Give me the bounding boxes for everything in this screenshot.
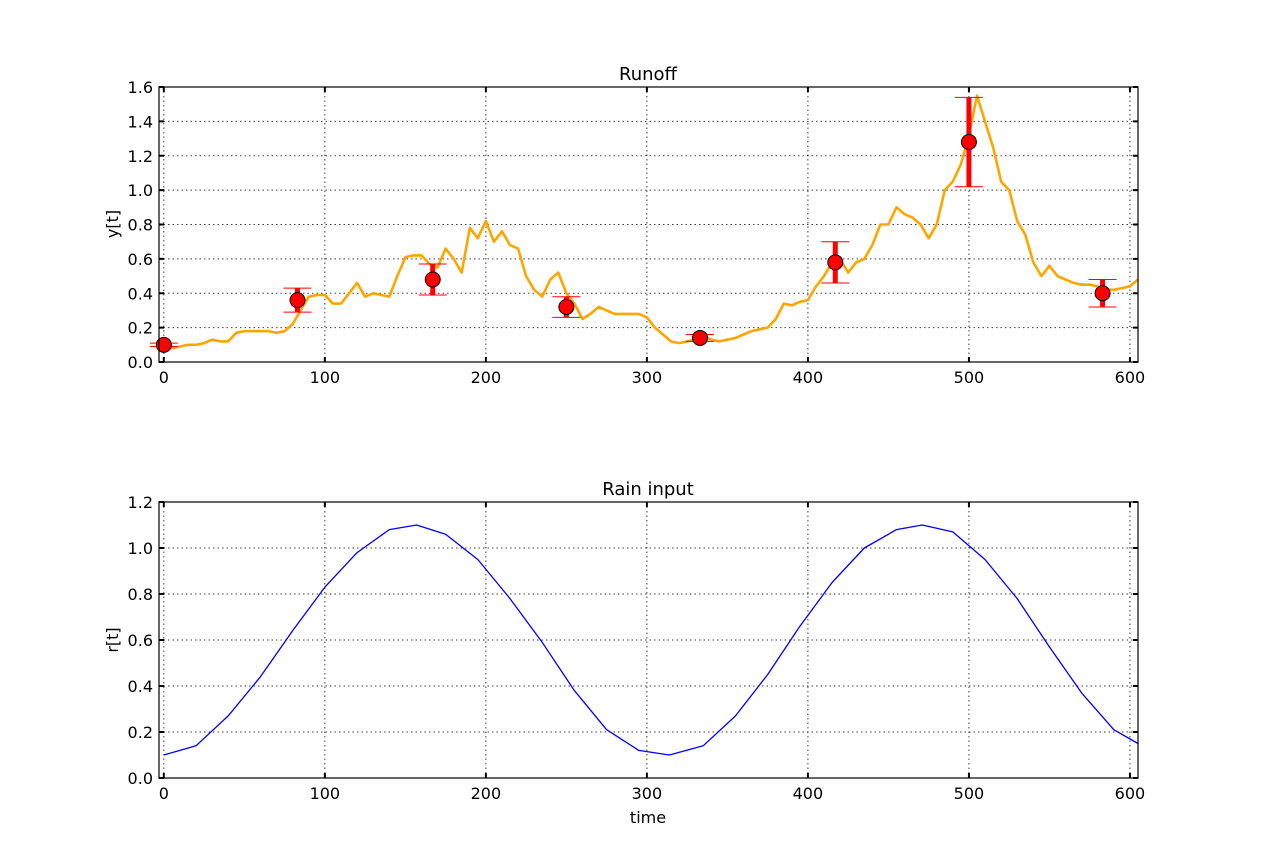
rain-input-series [163,524,1139,756]
runoff-y-tick-label: 0.4 [128,284,153,303]
runoff-y-tick-label: 0.0 [128,353,153,372]
rain-input-y-tick-label: 0.4 [128,677,153,696]
runoff-y-tick-label: 1.4 [128,112,153,131]
runoff-x-tick-label: 300 [632,368,663,387]
runoff-plot-frame [158,86,1139,363]
runoff-y-tick-label: 0.6 [128,250,153,269]
rain-input-line [163,524,1139,756]
runoff-data-point [827,254,844,271]
runoff-y-tick-label: 1.6 [128,78,153,97]
rain-input-ticks: 0 100 200 300 400 500 600 0.0 0.2 0.4 0.6 0.8 1.0 1.2 [128,493,1146,803]
runoff-x-tick-label: 500 [954,368,985,387]
runoff-data-point [1094,285,1111,302]
runoff-x-tick-label: 100 [310,368,341,387]
runoff-data-point [155,336,172,353]
runoff-ticks: 0 100 200 300 400 500 600 0.0 0.2 0.4 0.6 0.8 1.0 1.2… [128,78,1146,387]
runoff-x-tick-label: 0 [159,368,169,387]
rain-input-x-tick-label: 500 [954,784,985,803]
runoff-y-tick-label: 1.0 [128,181,153,200]
runoff-title: Runoff [619,64,678,85]
runoff-data-point [289,292,306,309]
rain-input-x-tick-label: 300 [632,784,663,803]
runoff-y-tick-label: 1.2 [128,147,153,166]
rain-input-y-axis-label: r[t] [103,627,122,652]
runoff-data-point [960,134,977,150]
rain-input-grid [159,501,1138,779]
rain-input-y-tick-label: 0.8 [128,585,153,604]
runoff-subplot: Runoff y[t] 0 100 200 300 400 500 600 0.0 0.2 0.4… [103,64,1145,387]
rain-input-x-tick-label: 400 [793,784,824,803]
rain-input-y-tick-label: 0.0 [128,769,153,788]
runoff-x-tick-label: 400 [793,368,824,387]
runoff-series [149,94,1139,353]
runoff-line [163,94,1139,350]
rain-input-x-tick-label: 200 [471,784,502,803]
runoff-data-point [692,329,709,346]
rain-input-y-tick-label: 0.2 [128,723,153,742]
runoff-x-tick-label: 600 [1115,368,1146,387]
rain-input-x-tick-label: 600 [1115,784,1146,803]
runoff-data-point [424,271,441,288]
rain-input-x-axis-label: time [630,808,666,827]
rain-input-subplot: Rain input r[t] time 0 100 200 300 400 500 600… [103,479,1145,827]
rain-input-y-tick-label: 0.6 [128,631,153,650]
rain-input-title: Rain input [602,479,694,500]
runoff-data-point [558,299,575,315]
rain-input-x-tick-label: 0 [159,784,169,803]
runoff-y-tick-label: 0.2 [128,319,153,338]
runoff-x-tick-label: 200 [471,368,502,387]
runoff-y-tick-label: 0.8 [128,216,153,235]
rain-input-plot-frame [158,501,1139,779]
rain-input-y-tick-label: 1.0 [128,539,153,558]
runoff-y-axis-label: y[t] [103,210,122,238]
rain-input-x-tick-label: 100 [310,784,341,803]
rain-input-y-tick-label: 1.2 [128,493,153,512]
